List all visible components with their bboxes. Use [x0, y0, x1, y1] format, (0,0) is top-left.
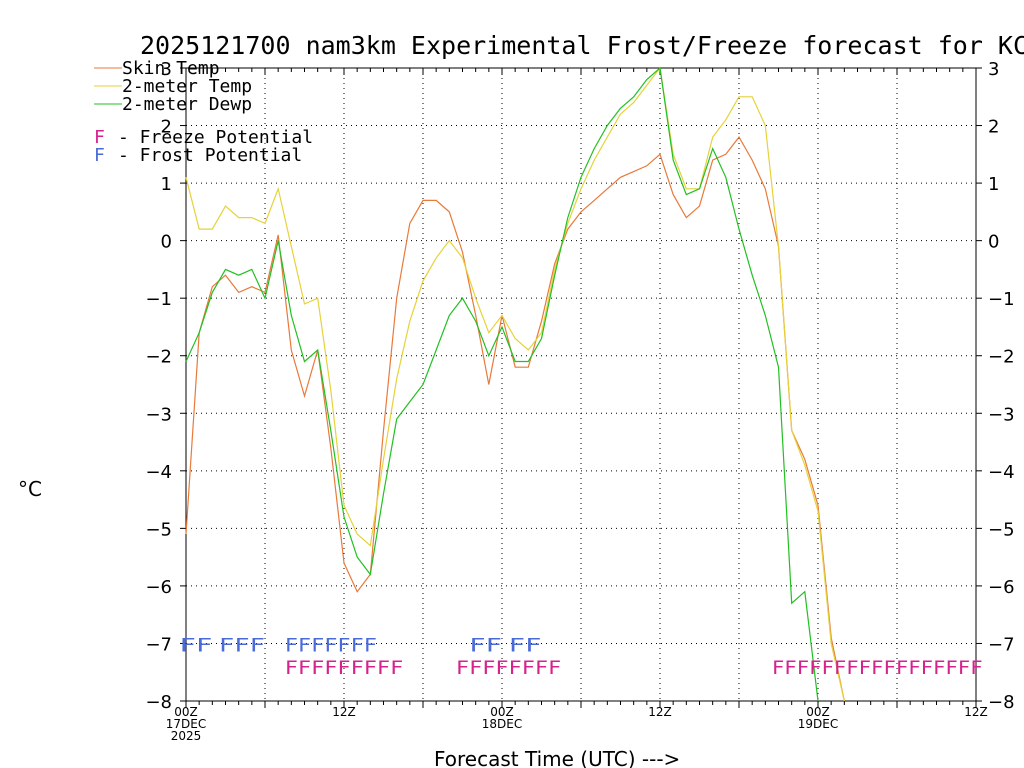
y-tick-label-left: 0 — [161, 232, 172, 253]
y-tick-label-left: 2 — [161, 117, 172, 138]
y-tick-label-right: −8 — [988, 692, 1015, 713]
axis-ticks: −8 −8 −7 −7 −6 −6 −5 −5 −4 −4 −3 −3 −2 −2 −1 −1 0 0 1 1 2 2 3 3… — [145, 59, 1014, 743]
series-line-2-meter-dewp — [185, 66, 819, 702]
x-tick-label: 17DEC — [166, 717, 206, 731]
legend-freeze-symbol: F — [94, 127, 105, 148]
y-tick-label-right: −6 — [988, 577, 1015, 598]
y-tick-label-right: 1 — [988, 174, 999, 195]
legend-frost-symbol: F — [94, 145, 105, 166]
y-tick-label-right: −3 — [988, 404, 1015, 425]
x-tick-label: 12Z — [648, 705, 672, 719]
y-tick-label-right: −7 — [988, 634, 1015, 655]
frost-potential-mark: FFF — [219, 635, 265, 657]
y-tick-label-right: −1 — [988, 289, 1015, 310]
y-tick-label-right: −2 — [988, 347, 1015, 368]
x-axis-title: Forecast Time (UTC) ---> — [434, 747, 680, 768]
x-tick-label: 19DEC — [798, 717, 838, 731]
chart-title: 2025121700 nam3km Experimental Frost/Fre… — [140, 31, 1024, 60]
series-line-2-meter-temp — [185, 66, 845, 702]
series-line-skin-temp — [185, 136, 845, 702]
legend-label-skin-temp: Skin Temp — [122, 58, 220, 79]
y-tick-label-left: −1 — [145, 289, 172, 310]
plot-axes — [185, 67, 977, 702]
y-tick-label-right: 0 — [988, 232, 999, 253]
frost-potential-mark: FFFFFFF — [285, 635, 377, 657]
legend-freeze-label: - Freeze Potential — [118, 127, 313, 148]
y-tick-label-left: −8 — [145, 692, 172, 713]
legend: Skin Temp 2-meter Temp 2-meter Dewp F - … — [94, 58, 313, 166]
data-series — [185, 66, 845, 702]
y-axis-title: °C — [18, 477, 42, 501]
y-tick-label-left: −2 — [145, 347, 172, 368]
freeze-potential-mark: FFFFFFFF — [456, 657, 561, 679]
y-tick-label-left: 1 — [161, 174, 172, 195]
legend-frost-label: - Frost Potential — [118, 145, 302, 166]
x-tick-label: 12Z — [332, 705, 356, 719]
y-tick-label-right: −4 — [988, 462, 1015, 483]
freeze-potential-mark: FFFFFFFFFFFFFFFFF — [772, 657, 983, 679]
x-tick-label: 2025 — [171, 729, 202, 743]
y-tick-label-left: 3 — [161, 59, 172, 80]
x-tick-label: 12Z — [964, 705, 988, 719]
y-tick-label-left: −5 — [145, 519, 172, 540]
y-tick-label-right: −5 — [988, 519, 1015, 540]
legend-label-2m-dewp: 2-meter Dewp — [122, 94, 252, 115]
legend-label-2m-temp: 2-meter Temp — [122, 76, 252, 97]
x-tick-label: 18DEC — [482, 717, 522, 731]
x-tick-label: 00Z — [490, 705, 514, 719]
potential-marks: FF FFF FFFFFFF FF FFFFFFFFFFF FFFFFFFF FFFFFFF… — [179, 635, 982, 679]
plot-frame — [185, 67, 977, 702]
y-tick-label-right: 3 — [988, 59, 999, 80]
y-tick-label-left: −4 — [145, 462, 172, 483]
y-tick-label-right: 2 — [988, 117, 999, 138]
y-tick-label-left: −7 — [145, 634, 172, 655]
frost-potential-mark: FF — [469, 635, 502, 657]
frost-potential-mark: FF — [179, 635, 212, 657]
grid-lines — [186, 68, 976, 701]
frost-potential-mark: FF — [509, 635, 542, 657]
y-tick-label-left: −3 — [145, 404, 172, 425]
y-tick-label-left: −6 — [145, 577, 172, 598]
freeze-potential-mark: FFFFFFFFF — [285, 657, 404, 679]
x-tick-label: 00Z — [806, 705, 830, 719]
x-tick-label: 00Z — [174, 705, 198, 719]
